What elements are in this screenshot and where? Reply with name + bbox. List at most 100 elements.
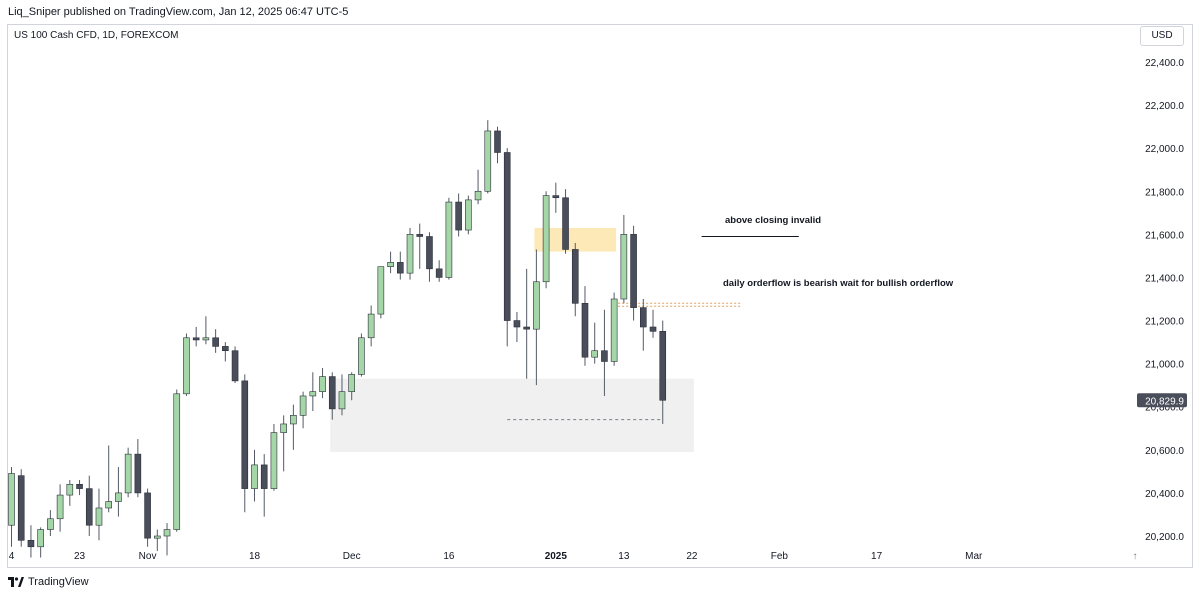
candle-body-down	[134, 453, 142, 494]
candle	[465, 195, 472, 235]
candle-body-up	[591, 350, 599, 358]
candle-body-up	[290, 415, 297, 425]
x-tick-label: 4	[9, 551, 15, 562]
candle	[649, 309, 657, 338]
candle	[503, 148, 511, 347]
candle-body-up	[610, 298, 618, 362]
candle-body-down	[17, 475, 25, 541]
candle-body-up	[47, 518, 54, 530]
candle	[581, 286, 589, 366]
publish-info: Liq_Sniper published on TradingView.com,…	[8, 6, 349, 18]
candle	[552, 182, 560, 213]
candle	[426, 232, 433, 282]
price-axis[interactable]: 22,400.0 22,200.0 22,000.0 21,800.0 21,600.0…	[1137, 58, 1187, 543]
candle	[639, 299, 647, 351]
candle	[571, 242, 579, 317]
annotation-orderflow: daily orderflow is bearish wait for bull…	[723, 278, 954, 289]
candle-body-down	[144, 492, 151, 539]
candle	[523, 268, 530, 379]
candle	[494, 126, 501, 164]
candle	[183, 333, 190, 396]
candle-body-down	[85, 488, 93, 526]
candle	[659, 320, 667, 424]
candle	[66, 479, 74, 506]
candle-body-down	[581, 303, 589, 358]
candle	[270, 423, 278, 491]
x-tick-label: 2025	[545, 551, 568, 562]
x-tick-label: 23	[74, 551, 86, 562]
candle	[8, 467, 15, 547]
time-axis-end-icon[interactable]: ↑	[1133, 551, 1138, 562]
candle	[241, 374, 249, 513]
candle-body-up	[319, 376, 326, 392]
annotation-invalid: above closing invalid	[725, 215, 821, 226]
symbol-title: US 100 Cash CFD, 1D, FOREXCOM	[14, 30, 179, 41]
candle	[601, 309, 608, 396]
tradingview-logo[interactable]: TradingView	[8, 576, 89, 588]
candle-body-down	[426, 236, 433, 270]
candle	[231, 346, 239, 384]
candle-body-up	[154, 535, 161, 539]
time-axis[interactable]: 4 23 Nov 18 Dec 16 2025 13 22 Feb 17 Mar ↑	[9, 551, 1138, 562]
candle-body-up	[183, 337, 190, 395]
candle	[56, 484, 64, 532]
candle	[435, 260, 443, 282]
candle	[95, 488, 103, 541]
x-tick-label: Nov	[139, 551, 157, 562]
candle-body-down	[503, 152, 511, 321]
candle-body-down	[192, 337, 200, 341]
y-tick-label: 22,000.0	[1145, 144, 1184, 155]
candle-body-down	[601, 350, 608, 362]
annotations-layer: above closing invalid daily orderflow is …	[723, 215, 954, 289]
candle	[124, 447, 132, 498]
candle-body-up	[367, 313, 375, 339]
candle-body-up	[377, 266, 385, 315]
candle	[406, 227, 414, 280]
candle-body-down	[639, 307, 647, 328]
candle-body-down	[396, 262, 404, 274]
candle-body-down	[649, 326, 657, 332]
candle	[338, 374, 346, 416]
candle-body-down	[328, 376, 336, 410]
candle-body-up	[620, 234, 628, 300]
candle-body-up	[163, 529, 171, 537]
candle-body-down	[231, 350, 239, 382]
supply-zone	[534, 227, 617, 252]
candle	[533, 249, 540, 386]
candle-body-down	[523, 326, 530, 330]
candle-body-up	[66, 483, 74, 496]
candle-body-up	[484, 130, 492, 192]
candle-body-down	[222, 346, 229, 352]
candle	[396, 251, 404, 280]
candle-body-up	[202, 337, 210, 341]
candle	[367, 305, 375, 347]
candle-body-up	[474, 190, 482, 201]
y-tick-label: 21,600.0	[1145, 230, 1184, 241]
candle	[163, 523, 171, 556]
candle	[513, 311, 521, 343]
candle	[27, 525, 35, 558]
candle-body-up	[8, 473, 15, 526]
candle	[484, 120, 492, 194]
candle-body-up	[270, 432, 278, 489]
y-tick-label: 20,800.0	[1145, 403, 1184, 414]
demand-zone	[330, 378, 694, 452]
candle	[47, 510, 54, 536]
candle	[358, 333, 365, 377]
candle	[280, 415, 287, 472]
candle	[154, 529, 161, 552]
currency-button[interactable]: USD	[1140, 26, 1184, 46]
candle	[222, 342, 229, 362]
candle-body-up	[56, 494, 64, 520]
candle-body-up	[465, 199, 472, 231]
x-tick-label: 17	[871, 551, 883, 562]
candle	[85, 475, 93, 536]
candle-body-up	[358, 337, 365, 375]
y-tick-label: 21,200.0	[1145, 317, 1184, 328]
candle-body-down	[630, 234, 637, 308]
candle	[134, 439, 142, 498]
candle	[562, 189, 569, 254]
candle	[173, 389, 181, 532]
candle-body-down	[513, 320, 521, 328]
